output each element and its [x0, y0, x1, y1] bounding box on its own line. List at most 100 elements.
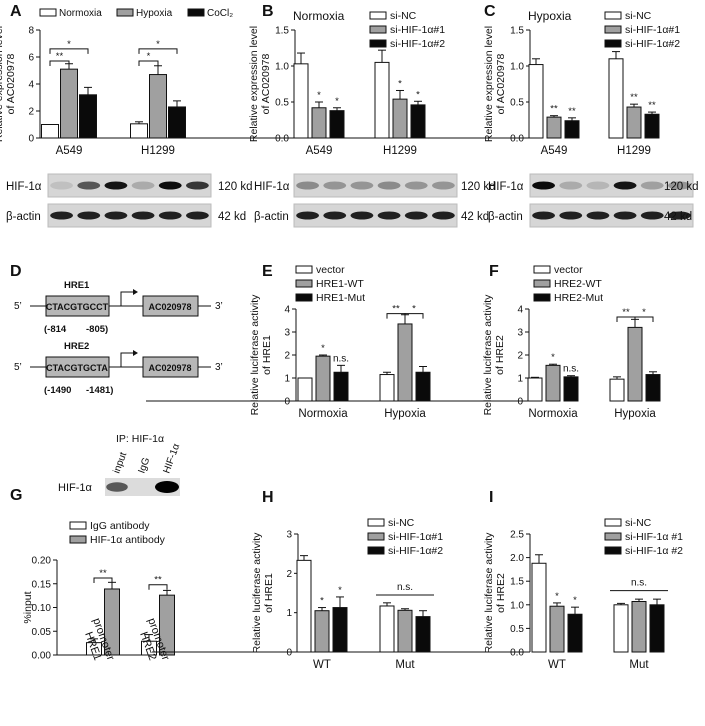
y-tick-label: 0.5 [275, 98, 289, 109]
element-name: HRE1 [64, 280, 90, 291]
blot-band [186, 211, 209, 220]
legend-swatch [604, 546, 622, 555]
position-end: -1481) [86, 385, 113, 396]
y-tick-label: 2 [284, 351, 290, 362]
x-tick-label: WT [313, 659, 331, 671]
panel-label: F [489, 263, 499, 280]
tss-arrow-head [133, 289, 138, 295]
significance-bracket [49, 48, 89, 54]
blot-size-label: 42 kd [664, 211, 692, 223]
bar [415, 616, 431, 653]
blot-band [586, 211, 610, 220]
blot-band [77, 211, 101, 220]
significance-mark: * [555, 591, 559, 602]
legend: si-NC si-HIF-1α#1 si-HIF-1α#2 [604, 10, 680, 50]
blot-band [668, 181, 691, 190]
blot-strip [293, 203, 458, 228]
legend-swatch [116, 8, 134, 17]
bar [315, 355, 331, 402]
legend-swatch [295, 279, 313, 288]
tss-arrow [120, 352, 133, 367]
panel-h: H 0 1 2 3 Relative luciferase activity of HRE1… [152, 489, 443, 671]
gene-name: AC020978 [148, 363, 191, 373]
y-tick-label: 2 [28, 107, 34, 118]
legend-swatch [295, 293, 313, 302]
five-prime-label: 5’ [14, 362, 22, 373]
panel-label: C [484, 3, 496, 20]
bar [527, 377, 543, 402]
legend-label: si-HIF-1α#1 [388, 531, 443, 543]
bar [379, 374, 395, 402]
gene-name: AC020978 [148, 302, 191, 312]
bar [149, 74, 167, 139]
x-tick-label: Normoxia [298, 408, 348, 420]
y-tick-label: 0.10 [32, 603, 52, 614]
blot-band [158, 211, 182, 220]
blot-size-label: 42 kd [461, 211, 489, 223]
blot-band [432, 181, 455, 190]
legend-swatch [604, 11, 622, 20]
bar [60, 68, 78, 139]
panel-label: D [10, 263, 22, 280]
significance-mark: * [317, 90, 321, 101]
bar [549, 605, 565, 653]
y-tick-label: 0.0 [510, 648, 524, 659]
legend-swatch [69, 535, 87, 544]
blot-band [155, 481, 179, 493]
western-blot: HIF-1α 120 kd β-actin 42 kd [6, 173, 253, 228]
blot-size-label: 120 kd [664, 181, 699, 193]
legend-label: Normoxia [59, 8, 102, 19]
x-tick-label: Hypoxia [384, 408, 426, 420]
significance-mark: * [156, 39, 160, 50]
legend-label: si-NC [390, 10, 417, 22]
legend-label: HRE2-WT [554, 278, 602, 290]
significance-bracket [634, 316, 654, 323]
blot-band [323, 181, 347, 190]
blot-band [131, 181, 155, 190]
lane-label: input [111, 451, 129, 475]
legend-swatch [367, 532, 385, 541]
legend-swatch [533, 265, 551, 274]
y-tick-label: 4 [28, 80, 34, 91]
y-axis-title: of AC020978 [5, 53, 17, 114]
significance-bracket [49, 60, 70, 67]
legend-label: si-HIF-1α#2 [388, 545, 443, 557]
blot-band [296, 211, 319, 220]
bar [644, 113, 660, 139]
y-tick-label: 1 [286, 608, 292, 619]
panel-label: B [262, 3, 274, 20]
blot-row-label: HIF-1α [254, 181, 290, 193]
hre-sequence: CTACGTGCCT [46, 302, 109, 312]
significance-bracket [93, 577, 113, 584]
blot-size-label: 120 kd [218, 181, 253, 193]
blot-band [559, 181, 583, 190]
legend-swatch [295, 265, 313, 274]
significance-mark: * [320, 596, 324, 607]
panel-label: E [262, 263, 273, 280]
blot-band [404, 181, 428, 190]
significance-bracket [148, 584, 168, 590]
blot-row-label: β-actin [488, 211, 523, 223]
significance-mark: ** [648, 100, 656, 111]
legend-swatch [367, 546, 385, 555]
significance-bracket [138, 48, 178, 54]
blot-band [640, 211, 664, 220]
y-tick-label: 4 [517, 305, 523, 316]
bar [627, 326, 643, 402]
legend-label: vector [316, 264, 345, 276]
blot-row-label: β-actin [6, 211, 41, 223]
legend-label: Hypoxia [136, 8, 173, 19]
y-tick-label: 1.5 [510, 26, 524, 37]
x-tick-label: H1299 [141, 145, 175, 157]
y-tick-label: 1.5 [510, 577, 524, 588]
y-tick-label: 0.00 [32, 651, 52, 662]
blot-strip [529, 203, 694, 228]
three-prime-label: 3’ [215, 301, 223, 312]
blot-band [350, 181, 374, 190]
blot-band [532, 211, 555, 220]
significance-mark: * [147, 51, 151, 62]
legend: Normoxia Hypoxia CoCl₂ [39, 8, 233, 19]
bar [392, 98, 408, 139]
blot-band [50, 181, 73, 190]
